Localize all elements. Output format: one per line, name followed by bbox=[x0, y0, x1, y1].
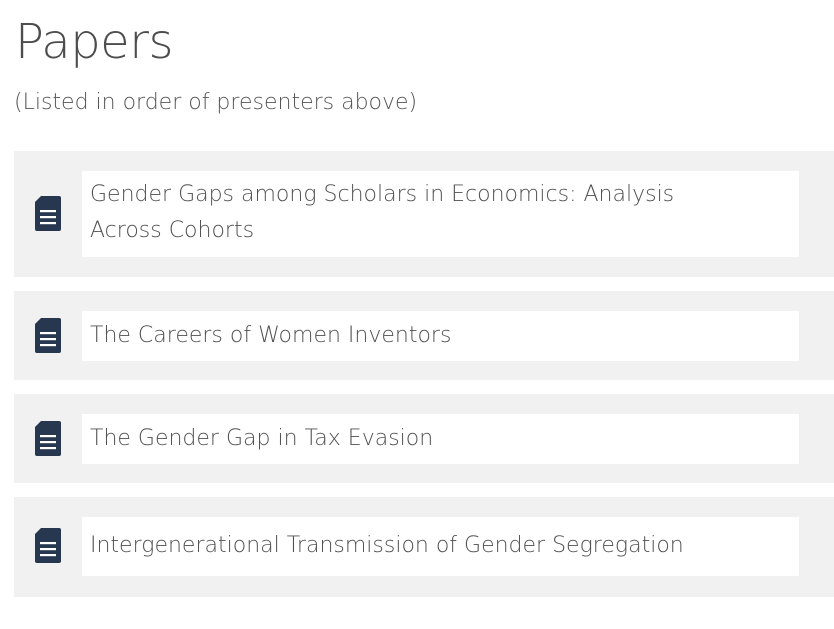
document-icon bbox=[35, 196, 61, 231]
document-icon bbox=[35, 318, 61, 353]
paper-item[interactable]: The Gender Gap in Tax Evasion bbox=[14, 394, 834, 483]
page-title: Papers bbox=[15, 14, 173, 70]
paper-title-box: Gender Gaps among Scholars in Economics:… bbox=[82, 171, 799, 257]
document-icon bbox=[35, 528, 61, 563]
paper-title-link[interactable]: Gender Gaps among Scholars in Economics:… bbox=[90, 182, 675, 243]
paper-item[interactable]: Intergenerational Transmission of Gender… bbox=[14, 497, 834, 597]
paper-item[interactable]: The Careers of Women Inventors bbox=[14, 291, 834, 380]
paper-title-link[interactable]: The Careers of Women Inventors bbox=[90, 323, 452, 348]
paper-title-box: The Careers of Women Inventors bbox=[82, 311, 799, 361]
paper-title-link[interactable]: Intergenerational Transmission of Gender… bbox=[90, 533, 684, 558]
paper-title-box: Intergenerational Transmission of Gender… bbox=[82, 517, 799, 576]
page-subtitle: (Listed in order of presenters above) bbox=[14, 90, 418, 115]
paper-item[interactable]: Gender Gaps among Scholars in Economics:… bbox=[14, 151, 834, 277]
document-icon bbox=[35, 421, 61, 456]
paper-title-link[interactable]: The Gender Gap in Tax Evasion bbox=[90, 426, 434, 451]
paper-title-box: The Gender Gap in Tax Evasion bbox=[82, 414, 799, 464]
paper-list: Gender Gaps among Scholars in Economics:… bbox=[14, 151, 834, 611]
